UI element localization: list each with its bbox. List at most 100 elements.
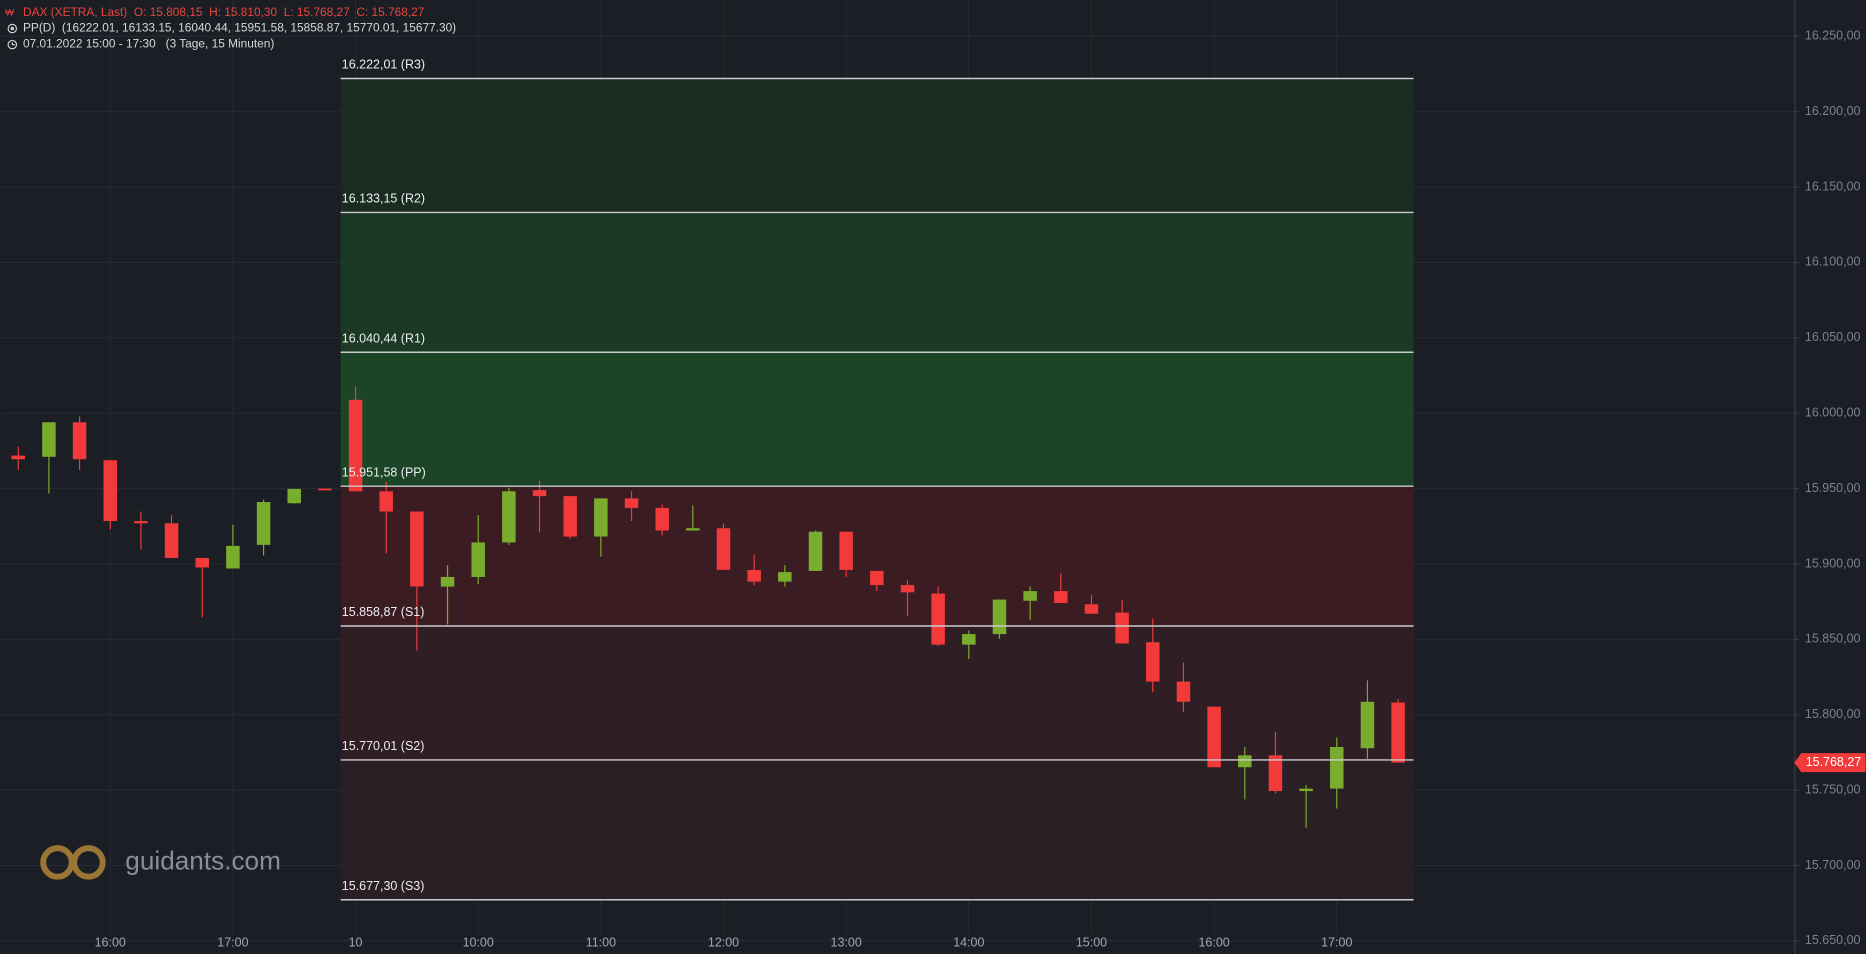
watermark: guidants.com: [125, 845, 281, 875]
candle-body: [502, 491, 516, 543]
pivot-label: 15.677,30 (S3): [342, 879, 425, 893]
candle-body: [11, 455, 26, 460]
x-tick-label: 16:00: [95, 936, 126, 950]
candle-body: [900, 585, 915, 593]
x-tick-label: 15:00: [1076, 936, 1107, 950]
candle-body: [226, 545, 240, 569]
candle-body: [256, 502, 271, 545]
x-tick-label: 11:00: [586, 936, 616, 950]
candle-body: [1207, 706, 1221, 768]
pivot-label: 15.770,01 (S2): [342, 739, 425, 753]
pivot-label: 16.133,15 (R2): [342, 192, 425, 206]
period-line: 07.01.2022 15:00 - 17:30 (3 Tage, 15 Min…: [23, 37, 274, 51]
candle-body: [471, 542, 485, 577]
x-tick-label: 17:00: [217, 936, 248, 950]
candle-body: [1330, 747, 1344, 789]
y-tick-label: 15.900,00: [1805, 556, 1861, 570]
candle-body: [195, 557, 209, 568]
candle-body: [318, 488, 332, 491]
candle-body: [870, 570, 884, 586]
candle-body: [778, 572, 792, 582]
candle-body: [594, 498, 608, 537]
pivot-zone: [340, 78, 1414, 213]
clock-hands: [11, 42, 15, 46]
last-price-tag: [1794, 753, 1866, 773]
candle-body: [1176, 681, 1191, 702]
y-tick-label: 16.100,00: [1805, 255, 1861, 269]
candle-body: [931, 593, 945, 645]
candle-body: [164, 523, 179, 558]
candle-body: [655, 507, 669, 531]
y-tick-label: 15.700,00: [1805, 858, 1861, 872]
pivot-zones: [340, 78, 1414, 900]
candle-body: [962, 634, 976, 645]
indicator-line: PP(D) (16222.01, 16133.15, 16040.44, 159…: [23, 21, 456, 35]
x-tick-label: 12:00: [708, 936, 739, 950]
candle-body: [1146, 642, 1160, 682]
candle-body: [440, 576, 455, 587]
watermark-logo: [40, 845, 106, 880]
overlay: 15.650,00 15.700,00 15.750,00 15.800,00 15.8…: [95, 29, 1866, 950]
candle-body: [808, 531, 823, 571]
y-tick-label: 15.800,00: [1805, 707, 1861, 721]
pivot-zone: [340, 212, 1414, 353]
candle-body: [563, 496, 577, 537]
x-tick-label: 13:00: [831, 936, 862, 950]
candle-body: [1054, 591, 1068, 604]
candle-body: [103, 460, 117, 522]
candle-body: [747, 570, 761, 582]
candle-body: [134, 521, 148, 524]
clock-icon: [7, 39, 18, 50]
candle-body: [1084, 604, 1099, 614]
candle-body: [379, 491, 393, 512]
pivot-zone: [340, 486, 1414, 626]
candle-body: [1391, 702, 1405, 763]
y-tick-label: 15.850,00: [1805, 632, 1861, 646]
candle-body: [1238, 755, 1252, 768]
candle-body: [348, 399, 363, 492]
indicator-icon-dot: [10, 26, 15, 31]
candle-body: [1360, 701, 1375, 749]
candle-body: [686, 528, 700, 531]
x-tick-label: 17:00: [1321, 936, 1352, 950]
candle-body: [532, 490, 547, 497]
x-tick-label: 16:00: [1198, 936, 1229, 950]
pivot-label: 15.858,87 (S1): [342, 605, 425, 619]
pivot-zone: [340, 352, 1414, 487]
y-tick-label: 15.650,00: [1805, 933, 1861, 947]
x-tick-label: 10:00: [463, 936, 494, 950]
pivot-label: 15.951,58 (PP): [342, 465, 426, 479]
pivot-label: 16.040,44 (R1): [342, 331, 425, 345]
y-tick-label: 16.050,00: [1805, 330, 1861, 344]
chart-icon: ₩: [5, 8, 14, 19]
x-tick-label: 14:00: [953, 936, 984, 950]
candle-body: [410, 511, 424, 587]
candle-body: [1268, 755, 1283, 792]
y-tick-label: 16.000,00: [1805, 406, 1861, 420]
y-tick-label: 15.750,00: [1805, 782, 1861, 796]
pivot-zone: [340, 625, 1414, 760]
header-icons: ₩: [5, 8, 18, 50]
last-price-label: 15.768,27: [1806, 755, 1862, 769]
y-tick-label: 16.200,00: [1805, 104, 1861, 118]
indicator-icon: [7, 23, 18, 34]
candle-body: [992, 599, 1007, 635]
symbol-line: DAX (XETRA, Last) O: 15.808,15 H: 15.810…: [23, 5, 424, 19]
x-tick-label: 10: [349, 936, 363, 950]
candle-body: [624, 498, 639, 508]
candle-body: [839, 531, 853, 570]
candles: [11, 386, 1405, 828]
candle-body: [1115, 612, 1129, 644]
candle-body: [72, 422, 87, 460]
candle-body: [1299, 788, 1313, 792]
candle-body: [287, 488, 301, 504]
y-tick-label: 16.250,00: [1805, 29, 1861, 43]
y-tick-label: 15.950,00: [1805, 481, 1861, 495]
y-tick-label: 16.150,00: [1805, 179, 1861, 193]
candle-body: [716, 528, 731, 570]
candle-body: [1023, 591, 1037, 601]
candle-body: [42, 422, 56, 457]
pivot-zone: [340, 759, 1414, 900]
